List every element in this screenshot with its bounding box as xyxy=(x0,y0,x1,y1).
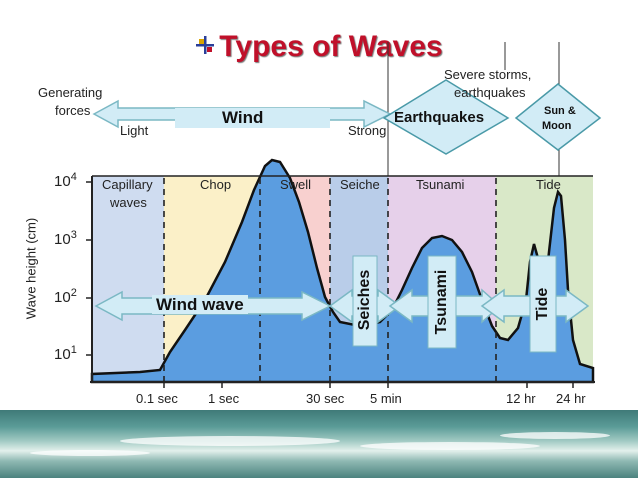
band-dividers xyxy=(163,178,497,382)
tide-box xyxy=(529,255,557,353)
x-tick-1-sec: 1 sec xyxy=(208,391,240,406)
band-label-chop: Chop xyxy=(200,177,232,192)
severe-storms-label-line2: earthquakes xyxy=(454,85,526,100)
x-tick-24-hr: 24 hr xyxy=(556,391,586,406)
strong-label: Strong xyxy=(348,123,387,138)
band-capillary xyxy=(92,176,164,382)
y-tick-base: 10 xyxy=(54,231,71,248)
earthquakes-diamond xyxy=(382,79,510,155)
x-axis-ticks xyxy=(163,382,574,388)
y-tick-1e4: 104 xyxy=(54,171,77,190)
y-tick-1e2: 102 xyxy=(54,287,77,306)
foam-streak xyxy=(500,432,610,439)
y-tick-exponent: 3 xyxy=(70,229,77,241)
foam-streak xyxy=(360,442,540,450)
sun-moon-label-line2: Moon xyxy=(542,120,572,132)
tsunami-box xyxy=(427,255,457,349)
wind-label: Wind xyxy=(222,108,264,127)
band-label-swell: Swell xyxy=(280,177,312,192)
y-tick-1e1: 101 xyxy=(54,344,77,363)
tsunami-label: Tsunami xyxy=(433,269,450,335)
wave-energy-curve xyxy=(90,158,595,384)
y-tick-base: 10 xyxy=(54,289,71,306)
bullet-icon xyxy=(195,35,215,60)
x-tick-5-min: 5 min xyxy=(370,391,402,406)
band-label-tsunami: Tsunami xyxy=(416,177,465,192)
x-tick-30-sec: 30 sec xyxy=(306,391,345,406)
wind-wave-label: Wind wave xyxy=(152,295,248,314)
tide-label: Tide xyxy=(534,287,551,321)
y-tick-exponent: 4 xyxy=(70,171,77,183)
severe-storms-label-line1: Severe storms, xyxy=(444,67,532,82)
ocean-wave-photo xyxy=(0,410,638,478)
earthquakes-label: Earthquakes xyxy=(394,109,485,126)
wind-label-box xyxy=(175,108,330,128)
band-label-capillary: Capillary xyxy=(102,177,153,192)
foam-streak xyxy=(30,450,150,456)
band-label-capillary-line2: waves xyxy=(110,195,147,210)
y-tick-1e3: 103 xyxy=(54,229,77,248)
y-tick-base: 10 xyxy=(54,173,71,190)
light-label: Light xyxy=(120,123,149,138)
band-label-seiche: Seiche xyxy=(340,177,380,192)
seiches-box xyxy=(352,255,378,347)
y-tick-exponent: 1 xyxy=(70,344,77,356)
foam-streak xyxy=(120,436,340,446)
generating-label-line1: Generating xyxy=(38,85,103,100)
sun-moon-diamond xyxy=(514,83,602,151)
band-label-tide: Tide xyxy=(536,177,561,192)
page-title: Types of Waves xyxy=(219,30,443,63)
x-tick-0-1-sec: 0.1 sec xyxy=(136,391,178,406)
y-axis-ticks xyxy=(86,181,92,356)
y-axis-label: Wave height (cm) xyxy=(23,217,39,320)
generating-label-line2: forces xyxy=(55,103,91,118)
y-tick-base: 10 xyxy=(54,346,71,363)
y-tick-exponent: 2 xyxy=(70,287,77,299)
x-tick-12-hr: 12 hr xyxy=(506,391,536,406)
sun-moon-label-line1: Sun & xyxy=(544,105,576,117)
title-area: Types of Waves xyxy=(0,30,638,64)
seiches-label: Seiches xyxy=(356,269,373,331)
